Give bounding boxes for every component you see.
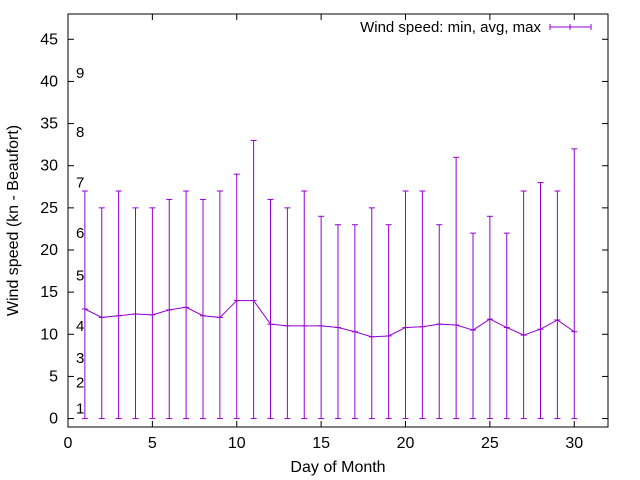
errorbar-day-25 <box>486 215 493 420</box>
errorbar-day-5 <box>149 207 156 420</box>
beaufort-label-8: 8 <box>76 124 84 141</box>
errorbar-day-2 <box>98 207 105 420</box>
errorbar-day-3 <box>115 190 122 420</box>
errorbar-day-15 <box>318 215 325 420</box>
errorbar-day-29 <box>554 190 561 420</box>
errorbar-day-22 <box>436 224 443 420</box>
errorbar-day-24 <box>470 232 476 420</box>
x-tick-label-30: 30 <box>565 435 583 452</box>
beaufort-label-4: 4 <box>76 318 84 335</box>
errorbar-day-8 <box>200 198 206 420</box>
y-tick-label-45: 45 <box>40 31 58 48</box>
avg-line <box>84 300 575 338</box>
beaufort-scale-labels: 1 2 3 4 5 6 7 8 9 <box>76 65 84 417</box>
errorbar-day-10 <box>233 173 240 420</box>
x-tick-label-25: 25 <box>481 435 499 452</box>
y-tick-label-0: 0 <box>49 411 58 428</box>
y-axis-label: Wind speed (kn - Beaufort) <box>5 125 22 316</box>
errorbar-day-13 <box>284 207 291 420</box>
errorbar-day-1 <box>81 190 88 420</box>
beaufort-label-6: 6 <box>76 225 84 242</box>
y-tick-label-25: 25 <box>40 200 58 217</box>
errorbar-day-18 <box>368 207 375 420</box>
x-tick-label-15: 15 <box>312 435 330 452</box>
errorbar-day-4 <box>132 207 139 420</box>
errorbar-day-26 <box>503 232 510 420</box>
errorbar-day-27 <box>520 190 527 420</box>
y-tick-label-20: 20 <box>40 242 58 259</box>
y-tick-label-15: 15 <box>40 284 58 301</box>
x-tick-label-5: 5 <box>148 435 157 452</box>
beaufort-label-2: 2 <box>76 374 84 391</box>
errorbar-day-28 <box>537 182 544 420</box>
beaufort-label-5: 5 <box>76 267 84 284</box>
x-tick-label-20: 20 <box>397 435 415 452</box>
y-tick-label-5: 5 <box>49 368 58 385</box>
legend-label: Wind speed: min, avg, max <box>360 19 541 36</box>
errorbar-day-14 <box>301 190 308 420</box>
beaufort-label-9: 9 <box>76 65 84 82</box>
legend: Wind speed: min, avg, max <box>360 19 592 36</box>
errorbar-day-12 <box>267 198 274 420</box>
y-tick-label-10: 10 <box>40 326 58 343</box>
plot-frame <box>67 13 609 428</box>
x-tick-label-0: 0 <box>64 435 73 452</box>
errorbar-day-17 <box>351 224 358 420</box>
errorbar-day-21 <box>419 190 426 420</box>
errorbar-day-30 <box>571 148 578 420</box>
errorbar-day-6 <box>166 198 173 420</box>
beaufort-label-7: 7 <box>76 175 84 192</box>
errorbar-day-23 <box>453 156 460 420</box>
series-wind-speed <box>81 139 578 420</box>
errorbar-day-11 <box>250 139 257 420</box>
errorbar-day-9 <box>216 190 223 420</box>
x-tick-label-10: 10 <box>228 435 246 452</box>
errorbar-day-20 <box>402 190 409 420</box>
beaufort-label-3: 3 <box>76 350 84 367</box>
y-tick-label-35: 35 <box>40 116 58 133</box>
x-axis-label: Day of Month <box>290 459 385 476</box>
y-tick-label-40: 40 <box>40 73 58 90</box>
errorbar-day-19 <box>385 224 392 420</box>
errorbar-day-7 <box>183 190 190 420</box>
y-tick-label-30: 30 <box>40 158 58 175</box>
errorbar-day-16 <box>335 224 341 420</box>
beaufort-label-1: 1 <box>76 400 84 417</box>
